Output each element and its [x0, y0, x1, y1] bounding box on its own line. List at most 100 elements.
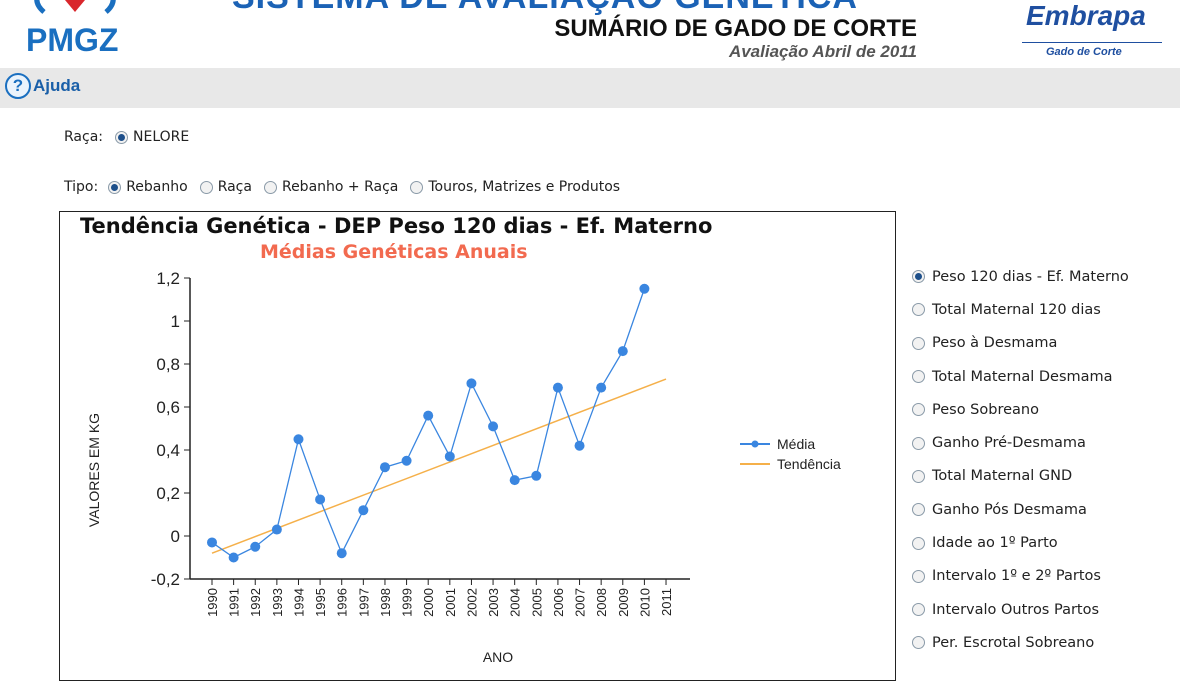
media-point — [379, 462, 390, 473]
pmgz-emblem-icon — [34, 0, 116, 14]
radio-button[interactable] — [912, 270, 925, 284]
tipo-option-rebanho-raca[interactable]: Rebanho + Raça — [263, 179, 399, 195]
tipo-option-raca[interactable]: Raça — [199, 179, 252, 195]
trait-label: Ganho Pós Desmama — [932, 501, 1087, 518]
radio-button[interactable] — [115, 130, 128, 144]
trait-label: Idade ao 1º Parto — [932, 535, 1058, 552]
trait-label: Total Maternal 120 dias — [932, 301, 1101, 318]
radio-button[interactable] — [912, 436, 925, 450]
legend-media-label: Média — [777, 436, 815, 452]
y-tick-label: -0,2 — [151, 570, 180, 589]
radio-button[interactable] — [199, 180, 213, 194]
trait-option[interactable]: Per. Escrotal Sobreano — [912, 626, 1129, 659]
y-tick-label: 1,2 — [156, 269, 180, 288]
tipo-option-rebanho[interactable]: Rebanho — [108, 179, 188, 195]
option-label: Rebanho — [126, 179, 188, 195]
media-point — [639, 283, 650, 294]
legend-tendencia-label: Tendência — [777, 456, 841, 472]
trait-option[interactable]: Peso Sobreano — [912, 393, 1129, 426]
trait-label: Total Maternal Desmama — [932, 368, 1113, 385]
radio-button[interactable] — [912, 536, 925, 550]
raca-option-nelore[interactable]: NELORE — [115, 129, 189, 145]
radio-button[interactable] — [108, 180, 122, 194]
legend-media-marker — [751, 440, 759, 448]
trait-label: Intervalo 1º e 2º Partos — [932, 568, 1101, 585]
media-point — [336, 548, 347, 559]
chart-subtitle: Médias Genéticas Anuais — [260, 241, 528, 263]
x-tick-label: 2007 — [573, 588, 588, 617]
trait-option[interactable]: Idade ao 1º Parto — [912, 526, 1129, 559]
media-point — [552, 382, 563, 393]
option-label: Rebanho + Raça — [281, 179, 399, 195]
trait-list: Peso 120 dias - Ef. Materno Total Materna… — [912, 260, 1129, 660]
embrapa-logo-sub: Gado de Corte — [1046, 46, 1122, 58]
radio-button[interactable] — [912, 569, 925, 583]
media-point — [250, 541, 261, 552]
trait-label: Peso à Desmama — [932, 335, 1058, 352]
radio-button[interactable] — [912, 503, 925, 517]
x-tick-label: 2008 — [594, 588, 609, 617]
media-point — [509, 475, 520, 486]
x-tick-label: 1995 — [313, 588, 328, 617]
page-subtitle: SUMÁRIO DE GADO DE CORTE — [554, 15, 917, 42]
trait-option[interactable]: Peso à Desmama — [912, 327, 1129, 360]
toolbar — [0, 68, 1180, 108]
y-axis-label: VALORES EM KG — [86, 413, 102, 527]
radio-button[interactable] — [410, 180, 424, 194]
trait-label: Ganho Pré-Desmama — [932, 435, 1086, 452]
radio-button[interactable] — [912, 603, 925, 617]
trait-option[interactable]: Total Maternal GND — [912, 460, 1129, 493]
x-tick-label: 2000 — [421, 588, 436, 617]
x-tick-label: 1998 — [378, 588, 393, 617]
x-tick-label: 1991 — [227, 588, 242, 617]
option-label: Touros, Matrizes e Produtos — [428, 179, 621, 195]
radio-button[interactable] — [912, 336, 925, 350]
question-circle-icon: ? — [5, 73, 31, 99]
y-tick-label: 0 — [171, 527, 180, 546]
media-point — [596, 382, 607, 393]
tipo-filter: Tipo: Rebanho Raça Rebanho + Raça Touros… — [64, 179, 626, 195]
media-point — [228, 552, 239, 563]
radio-button[interactable] — [912, 636, 925, 650]
media-point — [423, 410, 434, 421]
help-label: Ajuda — [33, 76, 81, 95]
radio-button[interactable] — [912, 469, 925, 483]
trait-option[interactable]: Total Maternal Desmama — [912, 360, 1129, 393]
media-point — [444, 451, 455, 462]
tipo-label: Tipo: — [64, 179, 99, 195]
trait-option[interactable]: Ganho Pós Desmama — [912, 493, 1129, 526]
media-point — [617, 346, 628, 357]
media-point — [271, 524, 282, 535]
x-tick-label: 1997 — [356, 588, 371, 617]
x-tick-label: 2010 — [637, 588, 652, 617]
media-point — [315, 494, 326, 505]
media-point — [466, 378, 477, 389]
radio-button[interactable] — [263, 180, 277, 194]
raca-label: Raça: — [64, 129, 103, 145]
x-tick-label: 2009 — [616, 588, 631, 617]
radio-button[interactable] — [912, 403, 925, 417]
embrapa-logo-divider — [1022, 42, 1162, 43]
trait-option[interactable]: Intervalo 1º e 2º Partos — [912, 560, 1129, 593]
media-point — [358, 505, 369, 516]
embrapa-logo: Embrapa — [1026, 0, 1146, 31]
x-tick-label: 2011 — [659, 588, 674, 616]
help-button[interactable]: ? Ajuda — [5, 73, 80, 99]
media-line — [211, 288, 646, 559]
tipo-option-touros[interactable]: Touros, Matrizes e Produtos — [410, 179, 620, 195]
y-tick-label: 1 — [171, 312, 180, 331]
trait-option[interactable]: Intervalo Outros Partos — [912, 593, 1129, 626]
media-point — [488, 421, 499, 432]
radio-button[interactable] — [912, 370, 925, 384]
trait-option[interactable]: Peso 120 dias - Ef. Materno — [912, 260, 1129, 293]
trait-option[interactable]: Ganho Pré-Desmama — [912, 426, 1129, 459]
trait-option[interactable]: Total Maternal 120 dias — [912, 293, 1129, 326]
x-tick-label: 2006 — [551, 588, 566, 617]
media-point — [207, 537, 217, 548]
radio-button[interactable] — [912, 303, 925, 317]
x-tick-label: 2002 — [464, 588, 479, 617]
y-tick-label: 0,6 — [156, 398, 180, 417]
trait-label: Peso Sobreano — [932, 401, 1039, 418]
media-point — [401, 455, 412, 466]
y-tick-label: 0,8 — [156, 355, 180, 374]
